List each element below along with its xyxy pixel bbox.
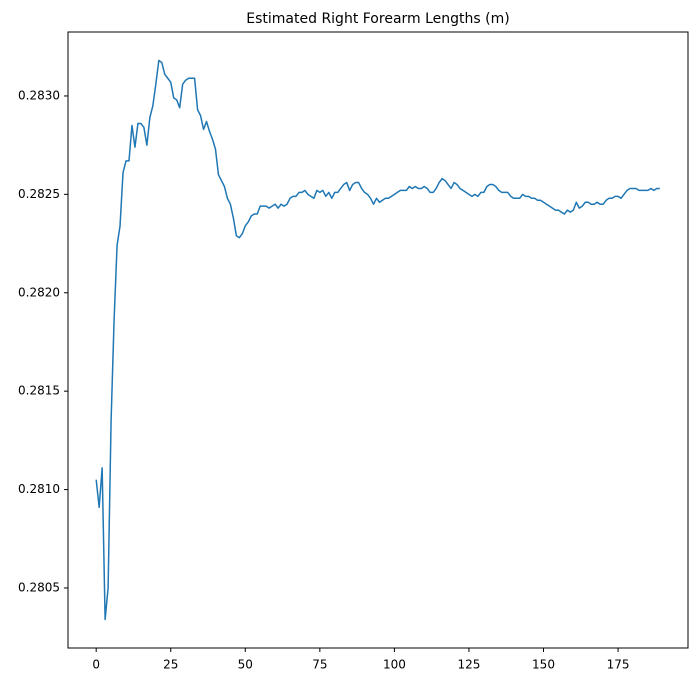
x-tick-label: 150 [532, 658, 555, 672]
x-tick-label: 50 [238, 658, 253, 672]
y-tick-label: 0.2805 [18, 580, 60, 594]
chart-title: Estimated Right Forearm Lengths (m) [246, 11, 509, 27]
x-tick-label: 175 [607, 658, 630, 672]
y-tick-label: 0.2815 [18, 384, 60, 398]
x-tick-label: 100 [383, 658, 406, 672]
x-tick-label: 0 [92, 658, 100, 672]
axes-frame [67, 31, 689, 649]
data-line [95, 59, 660, 621]
y-tick-label: 0.2810 [18, 482, 60, 496]
y-tick-label: 0.2825 [18, 187, 60, 201]
x-tick-label: 125 [458, 658, 481, 672]
x-tick-label: 25 [163, 658, 178, 672]
x-tick-label: 75 [312, 658, 327, 672]
y-tick-label: 0.2820 [18, 285, 60, 299]
y-tick-label: 0.2830 [18, 88, 60, 102]
